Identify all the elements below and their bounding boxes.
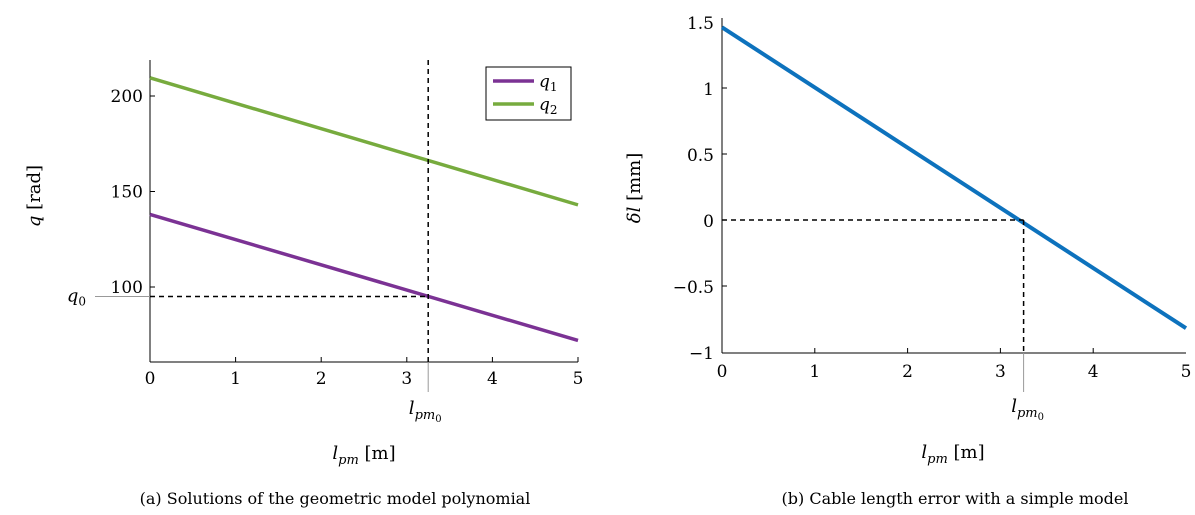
chart-b-y-label: δl [mm] — [624, 153, 645, 224]
caption-b: (b) Cable length error with a simple mod… — [782, 489, 1129, 508]
chart-b-x-tick-label: 5 — [1181, 362, 1192, 382]
chart-a-x-tick-label: 4 — [487, 369, 498, 389]
chart-a-x-tick-label: 0 — [145, 369, 156, 389]
chart-a-series-q2-line — [149, 76, 579, 207]
chart-a-series-q1-line — [149, 212, 579, 343]
legend-q2-label: q2 — [539, 95, 558, 117]
chart-b-x-tick-label: 4 — [1088, 362, 1099, 382]
chart-a: 0 1 2 3 4 5 100 150 200 q0 lpm0 lpm [m] q [rad]… — [24, 60, 583, 468]
chart-a-x-tick-label: 1 — [230, 369, 241, 389]
chart-b-lpm0-label: lpm0 — [1011, 396, 1044, 423]
chart-a-q0-label: q0 — [67, 286, 86, 309]
chart-a-x-tick-label: 5 — [573, 369, 584, 389]
chart-b-x-label: lpm [m] — [921, 442, 984, 467]
chart-a-y-ticks: 100 150 200 — [111, 87, 155, 298]
chart-b-x-tick-label: 3 — [995, 362, 1006, 382]
chart-b-y-ticks: −1 −0.5 0 0.5 1 1.5 — [673, 14, 727, 364]
chart-b-y-tick-label: 1.5 — [687, 14, 714, 34]
chart-b-y-tick-label: 0 — [703, 212, 714, 232]
chart-a-x-ticks: 0 1 2 3 4 5 — [145, 357, 584, 389]
chart-a-x-tick-label: 3 — [401, 369, 412, 389]
chart-a-lpm0-label: lpm0 — [409, 398, 442, 425]
chart-b-y-tick-label: −0.5 — [673, 278, 714, 298]
caption-a: (a) Solutions of the geometric model pol… — [140, 489, 531, 508]
chart-a-series — [149, 76, 579, 343]
legend-q1-label: q1 — [539, 72, 558, 94]
chart-b-x-tick-label: 2 — [902, 362, 913, 382]
chart-a-legend: q1 q2 — [485, 66, 572, 121]
chart-a-markers — [95, 60, 429, 392]
chart-b-x-tick-label: 1 — [809, 362, 820, 382]
chart-a-y-tick-label: 100 — [111, 278, 143, 298]
chart-b-series — [720, 25, 1188, 330]
chart-a-legend-box — [485, 66, 572, 121]
chart-b-y-tick-label: −1 — [689, 344, 714, 364]
chart-a-y-tick-label: 150 — [111, 183, 143, 203]
chart-a-x-label: lpm [m] — [332, 443, 395, 468]
chart-a-y-label: q [rad] — [24, 165, 45, 227]
chart-b-x-ticks: 0 1 2 3 4 5 — [717, 348, 1192, 382]
chart-a-y-tick-label: 200 — [111, 87, 143, 107]
chart-b-series-line — [720, 25, 1188, 330]
chart-b-y-tick-label: 1 — [703, 80, 714, 100]
chart-b-y-tick-label: 0.5 — [687, 146, 714, 166]
chart-b: 0 1 2 3 4 5 −1 −0.5 0 0.5 1 1.5 lpm0 lpm [m] δl [m… — [624, 14, 1191, 467]
chart-b-markers — [722, 219, 1025, 392]
chart-a-x-tick-label: 2 — [316, 369, 327, 389]
chart-b-x-tick-label: 0 — [717, 362, 728, 382]
